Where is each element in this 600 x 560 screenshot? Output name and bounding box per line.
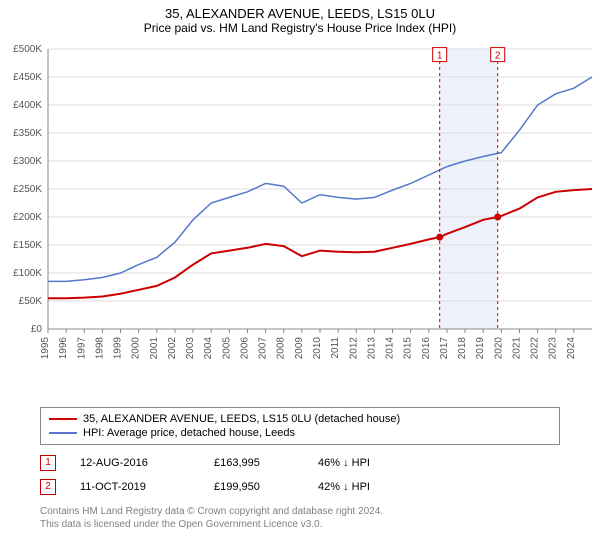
x-tick-label: 2005 bbox=[221, 337, 232, 360]
y-tick-label: £100K bbox=[13, 268, 42, 279]
legend-label: HPI: Average price, detached house, Leed… bbox=[83, 427, 295, 439]
x-tick-label: 2000 bbox=[131, 337, 142, 360]
x-tick-label: 2013 bbox=[366, 337, 377, 360]
x-tick-label: 2001 bbox=[149, 337, 160, 360]
transaction-pct: 42% ↓ HPI bbox=[318, 481, 418, 493]
series-property bbox=[48, 189, 592, 298]
x-tick-label: 2019 bbox=[475, 337, 486, 360]
x-tick-label: 2016 bbox=[421, 337, 432, 360]
chart-title: 35, ALEXANDER AVENUE, LEEDS, LS15 0LU bbox=[0, 0, 600, 21]
x-tick-label: 2015 bbox=[403, 337, 414, 360]
chart-area: £0 £50K £100K £150K £200K £250K £300K £350K £400… bbox=[0, 39, 600, 399]
x-tick-label: 2017 bbox=[439, 337, 450, 360]
x-tick-label: 2022 bbox=[530, 337, 541, 360]
marker-label-num: 1 bbox=[437, 51, 443, 62]
x-tick-label: 2009 bbox=[294, 337, 305, 360]
x-tick-label: 1995 bbox=[40, 337, 51, 360]
y-tick-label: £150K bbox=[13, 240, 42, 251]
y-tick-label: £200K bbox=[13, 212, 42, 223]
y-tick-label: £300K bbox=[13, 156, 42, 167]
y-tick-label: £400K bbox=[13, 100, 42, 111]
legend-swatch bbox=[49, 418, 77, 420]
x-tick-label: 2021 bbox=[511, 337, 522, 360]
x-tick-label: 2018 bbox=[457, 337, 468, 360]
page-container: 35, ALEXANDER AVENUE, LEEDS, LS15 0LU Pr… bbox=[0, 0, 600, 531]
line-chart: £0 £50K £100K £150K £200K £250K £300K £350K £400… bbox=[0, 39, 600, 399]
transaction-table: 1 12-AUG-2016 £163,995 46% ↓ HPI 2 11-OCT-201… bbox=[40, 451, 560, 499]
y-tick-label: £500K bbox=[13, 44, 42, 55]
transaction-row: 1 12-AUG-2016 £163,995 46% ↓ HPI bbox=[40, 451, 560, 475]
x-tick-label: 2020 bbox=[493, 337, 504, 360]
x-tick-label: 2006 bbox=[239, 337, 250, 360]
x-tick-label: 2014 bbox=[385, 337, 396, 360]
legend-swatch bbox=[49, 432, 77, 434]
x-tick-label: 2012 bbox=[348, 337, 359, 360]
chart-subtitle: Price paid vs. HM Land Registry's House … bbox=[0, 21, 600, 39]
marker-label-num: 2 bbox=[495, 51, 501, 62]
transaction-row: 2 11-OCT-2019 £199,950 42% ↓ HPI bbox=[40, 475, 560, 499]
x-tick-label: 2024 bbox=[566, 337, 577, 360]
footer-attribution: Contains HM Land Registry data © Crown c… bbox=[40, 505, 560, 531]
x-tick-label: 2010 bbox=[312, 337, 323, 360]
footer-line1: Contains HM Land Registry data © Crown c… bbox=[40, 505, 560, 518]
x-tick-label: 1999 bbox=[113, 337, 124, 360]
x-tick-label: 1997 bbox=[76, 337, 87, 360]
legend-item: HPI: Average price, detached house, Leed… bbox=[49, 426, 551, 440]
y-tick-label: £450K bbox=[13, 72, 42, 83]
transaction-marker: 1 bbox=[40, 455, 56, 471]
y-tick-label: £250K bbox=[13, 184, 42, 195]
marker-point bbox=[494, 214, 501, 221]
x-tick-label: 1998 bbox=[94, 337, 105, 360]
x-tick-label: 2023 bbox=[548, 337, 559, 360]
x-tick-label: 2008 bbox=[276, 337, 287, 360]
x-tick-label: 2003 bbox=[185, 337, 196, 360]
y-tick-label: £0 bbox=[31, 324, 43, 335]
x-tick-label: 1996 bbox=[58, 337, 69, 360]
legend-label: 35, ALEXANDER AVENUE, LEEDS, LS15 0LU (d… bbox=[83, 413, 400, 425]
transaction-pct: 46% ↓ HPI bbox=[318, 457, 418, 469]
x-tick-label: 2007 bbox=[258, 337, 269, 360]
x-tick-label: 2011 bbox=[330, 337, 341, 359]
marker-point bbox=[436, 234, 443, 241]
x-tick-label: 2004 bbox=[203, 337, 214, 360]
transaction-price: £199,950 bbox=[214, 481, 294, 493]
transaction-marker: 2 bbox=[40, 479, 56, 495]
transaction-date: 12-AUG-2016 bbox=[80, 457, 190, 469]
x-tick-label: 2002 bbox=[167, 337, 178, 360]
transaction-date: 11-OCT-2019 bbox=[80, 481, 190, 493]
y-tick-label: £350K bbox=[13, 128, 42, 139]
footer-line2: This data is licensed under the Open Gov… bbox=[40, 518, 560, 531]
legend-item: 35, ALEXANDER AVENUE, LEEDS, LS15 0LU (d… bbox=[49, 412, 551, 426]
transaction-price: £163,995 bbox=[214, 457, 294, 469]
legend-box: 35, ALEXANDER AVENUE, LEEDS, LS15 0LU (d… bbox=[40, 407, 560, 445]
y-tick-label: £50K bbox=[19, 296, 43, 307]
